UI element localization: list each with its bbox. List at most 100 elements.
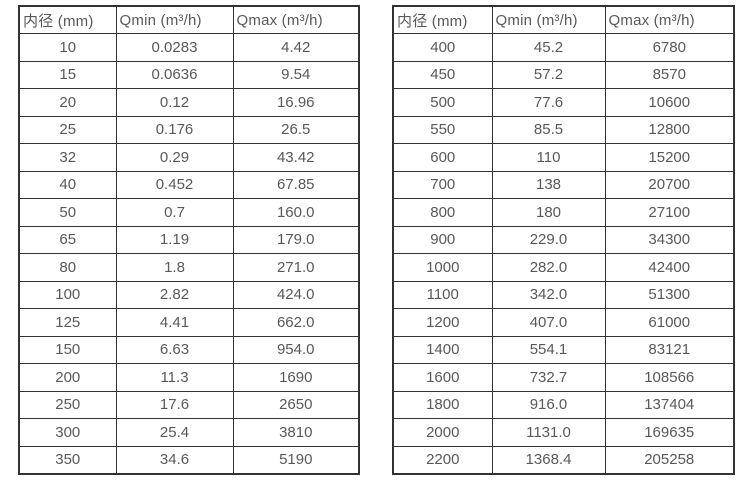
table-cell: 350 <box>18 445 117 475</box>
column-header: Qmax (m³/h) <box>604 5 735 34</box>
column-header: 内径 (mm) <box>392 5 493 34</box>
table-cell: 83121 <box>604 335 735 364</box>
table-cell: 10 <box>18 33 117 62</box>
table-row: 900 229.0 34300 <box>392 225 735 254</box>
column-header: Qmin (m³/h) <box>491 5 606 34</box>
table-cell: 65 <box>18 225 117 254</box>
table-cell: 2000 <box>392 418 493 447</box>
table-cell: 1690 <box>232 363 360 392</box>
table-row: 550 85.5 12800 <box>392 115 735 144</box>
table-cell: 110 <box>491 143 606 172</box>
table-body: 400 45.2 6780 450 57.2 8570 500 77.6 10600 550 85.… <box>392 33 735 475</box>
table-cell: 80 <box>18 253 117 282</box>
table-cell: 1600 <box>392 363 493 392</box>
table-row: 80 1.8 271.0 <box>18 253 360 282</box>
table-cell: 138 <box>491 170 606 199</box>
table-row: 700 138 20700 <box>392 170 735 199</box>
table-header-row: 内径 (mm) Qmin (m³/h) Qmax (m³/h) <box>18 5 360 34</box>
table-cell: 550 <box>392 115 493 144</box>
table-cell: 0.29 <box>115 143 234 172</box>
table-row: 400 45.2 6780 <box>392 33 735 62</box>
table-row: 1100 342.0 51300 <box>392 280 735 309</box>
table-cell: 1000 <box>392 253 493 282</box>
table-cell: 900 <box>392 225 493 254</box>
table-row: 125 4.41 662.0 <box>18 308 360 337</box>
table-header-row: 内径 (mm) Qmin (m³/h) Qmax (m³/h) <box>392 5 735 34</box>
table-row: 300 25.4 3810 <box>18 418 360 447</box>
table-cell: 77.6 <box>491 88 606 117</box>
table-cell: 0.0636 <box>115 60 234 89</box>
table-cell: 0.12 <box>115 88 234 117</box>
table-row: 150 6.63 954.0 <box>18 335 360 364</box>
table-cell: 250 <box>18 390 117 419</box>
table-cell: 1131.0 <box>491 418 606 447</box>
column-header: Qmin (m³/h) <box>115 5 234 34</box>
table-cell: 108566 <box>604 363 735 392</box>
table-cell: 179.0 <box>232 225 360 254</box>
table-row: 1000 282.0 42400 <box>392 253 735 282</box>
table-cell: 27100 <box>604 198 735 227</box>
table-cell: 180 <box>491 198 606 227</box>
table-row: 65 1.19 179.0 <box>18 225 360 254</box>
table-cell: 0.7 <box>115 198 234 227</box>
table-cell: 5190 <box>232 445 360 475</box>
table-row: 32 0.29 43.42 <box>18 143 360 172</box>
table-cell: 700 <box>392 170 493 199</box>
table-row: 10 0.0283 4.42 <box>18 33 360 62</box>
table-row: 1400 554.1 83121 <box>392 335 735 364</box>
table-body: 10 0.0283 4.42 15 0.0636 9.54 20 0.12 16.96 25 0.1… <box>18 33 360 475</box>
table-cell: 8570 <box>604 60 735 89</box>
table-cell: 15200 <box>604 143 735 172</box>
table-cell: 271.0 <box>232 253 360 282</box>
table-cell: 34300 <box>604 225 735 254</box>
table-cell: 4.41 <box>115 308 234 337</box>
table-row: 1200 407.0 61000 <box>392 308 735 337</box>
table-cell: 150 <box>18 335 117 364</box>
table-cell: 160.0 <box>232 198 360 227</box>
table-row: 1800 916.0 137404 <box>392 390 735 419</box>
table-cell: 4.42 <box>232 33 360 62</box>
table-cell: 43.42 <box>232 143 360 172</box>
table-cell: 6780 <box>604 33 735 62</box>
table-cell: 20700 <box>604 170 735 199</box>
table-cell: 16.96 <box>232 88 360 117</box>
table-cell: 916.0 <box>491 390 606 419</box>
table-cell: 40 <box>18 170 117 199</box>
table-cell: 0.0283 <box>115 33 234 62</box>
table-row: 200 11.3 1690 <box>18 363 360 392</box>
flow-spec-table-small-diameters: 内径 (mm) Qmin (m³/h) Qmax (m³/h) 10 0.0283 4.… <box>18 5 360 475</box>
table-cell: 1368.4 <box>491 445 606 475</box>
table-row: 100 2.82 424.0 <box>18 280 360 309</box>
table-cell: 137404 <box>604 390 735 419</box>
table-cell: 32 <box>18 143 117 172</box>
table-cell: 25 <box>18 115 117 144</box>
table-row: 50 0.7 160.0 <box>18 198 360 227</box>
column-header: Qmax (m³/h) <box>232 5 360 34</box>
table-cell: 282.0 <box>491 253 606 282</box>
table-cell: 800 <box>392 198 493 227</box>
table-row: 350 34.6 5190 <box>18 445 360 475</box>
table-cell: 51300 <box>604 280 735 309</box>
table-cell: 450 <box>392 60 493 89</box>
table-row: 40 0.452 67.85 <box>18 170 360 199</box>
table-cell: 1.8 <box>115 253 234 282</box>
table-row: 25 0.176 26.5 <box>18 115 360 144</box>
table-cell: 12800 <box>604 115 735 144</box>
table-header-row: 内径 (mm) Qmin (m³/h) Qmax (m³/h) <box>392 5 735 34</box>
table-cell: 732.7 <box>491 363 606 392</box>
table-cell: 954.0 <box>232 335 360 364</box>
table-cell: 67.85 <box>232 170 360 199</box>
flow-spec-table-large-diameters: 内径 (mm) Qmin (m³/h) Qmax (m³/h) 400 45.2 678… <box>392 5 735 475</box>
table-cell: 20 <box>18 88 117 117</box>
table-cell: 1200 <box>392 308 493 337</box>
table-row: 500 77.6 10600 <box>392 88 735 117</box>
table-cell: 15 <box>18 60 117 89</box>
table-cell: 3810 <box>232 418 360 447</box>
table-cell: 400 <box>392 33 493 62</box>
table-cell: 11.3 <box>115 363 234 392</box>
table-cell: 6.63 <box>115 335 234 364</box>
table-cell: 9.54 <box>232 60 360 89</box>
table-cell: 61000 <box>604 308 735 337</box>
table-cell: 0.452 <box>115 170 234 199</box>
table-row: 2000 1131.0 169635 <box>392 418 735 447</box>
